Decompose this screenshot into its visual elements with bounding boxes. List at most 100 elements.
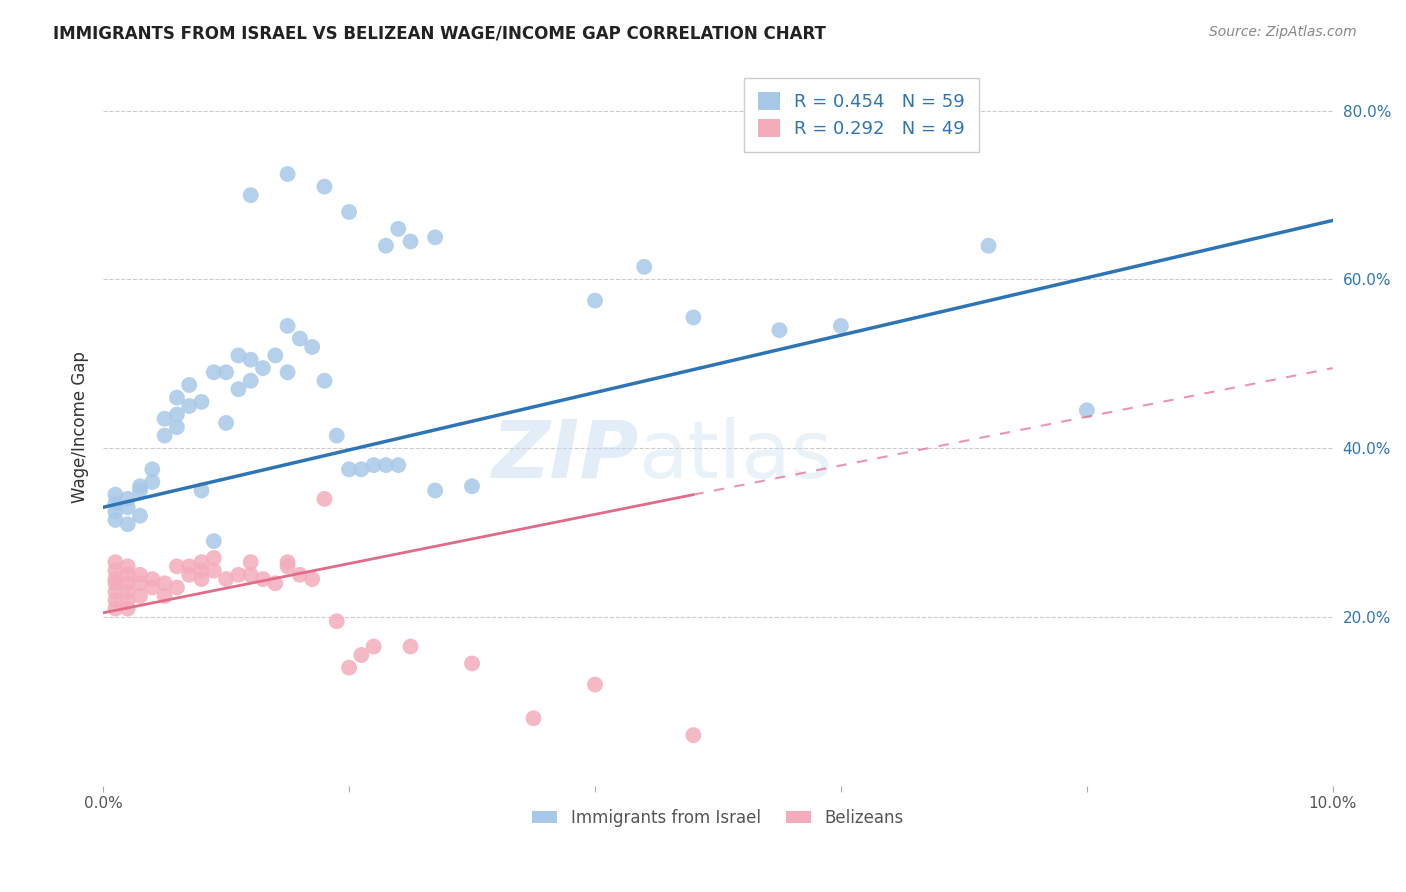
Point bbox=[104, 601, 127, 615]
Point bbox=[252, 572, 274, 586]
Point bbox=[399, 640, 422, 654]
Point bbox=[314, 179, 336, 194]
Point bbox=[326, 428, 349, 442]
Point bbox=[129, 576, 152, 591]
Point bbox=[252, 361, 274, 376]
Point bbox=[104, 513, 127, 527]
Point bbox=[117, 567, 139, 582]
Point bbox=[153, 411, 176, 425]
Point bbox=[190, 555, 212, 569]
Point bbox=[117, 559, 139, 574]
Point bbox=[141, 475, 163, 489]
Point bbox=[583, 677, 606, 691]
Point bbox=[977, 238, 1000, 252]
Point bbox=[104, 576, 127, 591]
Point bbox=[179, 559, 201, 574]
Point bbox=[166, 391, 188, 405]
Point bbox=[337, 205, 360, 219]
Point bbox=[375, 458, 398, 472]
Point bbox=[633, 260, 655, 274]
Point bbox=[768, 323, 790, 337]
Point bbox=[117, 584, 139, 599]
Point bbox=[166, 408, 188, 422]
Point bbox=[1076, 403, 1098, 417]
Point bbox=[288, 332, 311, 346]
Point bbox=[228, 382, 250, 396]
Point bbox=[141, 462, 163, 476]
Point bbox=[337, 660, 360, 674]
Point bbox=[179, 378, 201, 392]
Point bbox=[141, 572, 163, 586]
Point bbox=[129, 479, 152, 493]
Point bbox=[326, 614, 349, 628]
Point bbox=[129, 508, 152, 523]
Point bbox=[375, 238, 398, 252]
Point bbox=[277, 167, 299, 181]
Point bbox=[129, 589, 152, 603]
Point bbox=[202, 564, 225, 578]
Point bbox=[399, 235, 422, 249]
Point bbox=[190, 572, 212, 586]
Text: ZIP: ZIP bbox=[491, 417, 638, 495]
Point bbox=[104, 593, 127, 607]
Point bbox=[117, 576, 139, 591]
Point bbox=[179, 567, 201, 582]
Point bbox=[522, 711, 544, 725]
Point bbox=[202, 365, 225, 379]
Point bbox=[166, 559, 188, 574]
Point bbox=[141, 581, 163, 595]
Point bbox=[104, 488, 127, 502]
Point bbox=[314, 491, 336, 506]
Point bbox=[129, 483, 152, 498]
Point bbox=[104, 504, 127, 518]
Point bbox=[153, 589, 176, 603]
Point bbox=[301, 572, 323, 586]
Point bbox=[117, 500, 139, 515]
Point bbox=[264, 576, 287, 591]
Point bbox=[682, 310, 704, 325]
Point bbox=[228, 567, 250, 582]
Point bbox=[239, 352, 262, 367]
Point bbox=[423, 483, 446, 498]
Point bbox=[350, 648, 373, 662]
Point bbox=[277, 365, 299, 379]
Point bbox=[277, 559, 299, 574]
Point bbox=[288, 567, 311, 582]
Text: Source: ZipAtlas.com: Source: ZipAtlas.com bbox=[1209, 25, 1357, 39]
Point bbox=[363, 458, 385, 472]
Point bbox=[682, 728, 704, 742]
Point bbox=[104, 555, 127, 569]
Point bbox=[264, 348, 287, 362]
Point bbox=[314, 374, 336, 388]
Point bbox=[363, 640, 385, 654]
Point bbox=[153, 428, 176, 442]
Point bbox=[461, 479, 484, 493]
Point bbox=[215, 416, 238, 430]
Point bbox=[277, 555, 299, 569]
Point bbox=[387, 458, 409, 472]
Point bbox=[387, 222, 409, 236]
Point bbox=[117, 517, 139, 532]
Point bbox=[190, 564, 212, 578]
Point bbox=[166, 581, 188, 595]
Point bbox=[830, 318, 852, 333]
Y-axis label: Wage/Income Gap: Wage/Income Gap bbox=[72, 351, 89, 503]
Point bbox=[190, 483, 212, 498]
Point bbox=[166, 420, 188, 434]
Point bbox=[350, 462, 373, 476]
Point bbox=[337, 462, 360, 476]
Text: IMMIGRANTS FROM ISRAEL VS BELIZEAN WAGE/INCOME GAP CORRELATION CHART: IMMIGRANTS FROM ISRAEL VS BELIZEAN WAGE/… bbox=[53, 25, 827, 43]
Point bbox=[215, 365, 238, 379]
Point bbox=[153, 576, 176, 591]
Point bbox=[117, 593, 139, 607]
Text: atlas: atlas bbox=[638, 417, 832, 495]
Point bbox=[117, 601, 139, 615]
Point bbox=[423, 230, 446, 244]
Point bbox=[179, 399, 201, 413]
Point bbox=[583, 293, 606, 308]
Point bbox=[215, 572, 238, 586]
Point bbox=[202, 551, 225, 566]
Point bbox=[202, 534, 225, 549]
Point bbox=[104, 496, 127, 510]
Point bbox=[104, 572, 127, 586]
